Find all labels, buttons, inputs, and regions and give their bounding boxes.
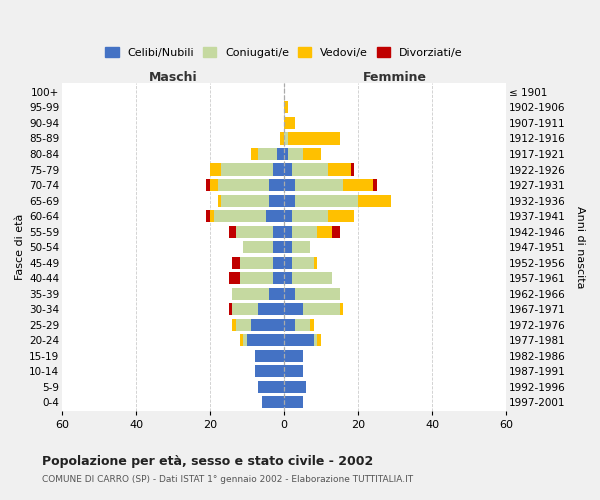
Bar xyxy=(273,256,284,268)
Bar xyxy=(221,164,273,175)
Bar xyxy=(236,318,251,331)
Y-axis label: Fasce di età: Fasce di età xyxy=(15,214,25,280)
Bar xyxy=(292,164,328,175)
Bar xyxy=(284,288,295,300)
Bar xyxy=(232,318,236,331)
Bar xyxy=(284,148,288,160)
Bar xyxy=(262,396,284,408)
Bar xyxy=(288,132,340,144)
Bar xyxy=(269,179,284,191)
Bar xyxy=(284,179,295,191)
Bar xyxy=(236,226,273,237)
Bar xyxy=(292,256,314,268)
Bar xyxy=(284,272,292,284)
Bar xyxy=(284,241,292,253)
Bar xyxy=(218,179,269,191)
Bar xyxy=(210,164,221,175)
Bar xyxy=(229,303,232,316)
Bar xyxy=(273,226,284,237)
Bar xyxy=(273,164,284,175)
Bar xyxy=(210,179,218,191)
Bar xyxy=(240,272,273,284)
Bar xyxy=(284,226,292,237)
Text: COMUNE DI CARRO (SP) - Dati ISTAT 1° gennaio 2002 - Elaborazione TUTTITALIA.IT: COMUNE DI CARRO (SP) - Dati ISTAT 1° gen… xyxy=(42,475,413,484)
Bar xyxy=(229,226,236,237)
Bar xyxy=(284,318,295,331)
Bar xyxy=(273,241,284,253)
Bar xyxy=(328,164,350,175)
Legend: Celibi/Nubili, Coniugati/e, Vedovi/e, Divorziati/e: Celibi/Nubili, Coniugati/e, Vedovi/e, Di… xyxy=(101,43,467,62)
Bar xyxy=(284,102,288,114)
Bar xyxy=(218,194,221,206)
Bar xyxy=(317,334,321,346)
Bar xyxy=(288,148,302,160)
Bar xyxy=(310,318,314,331)
Bar xyxy=(284,194,295,206)
Text: Popolazione per età, sesso e stato civile - 2002: Popolazione per età, sesso e stato civil… xyxy=(42,455,373,468)
Bar xyxy=(284,396,302,408)
Bar xyxy=(258,148,277,160)
Bar xyxy=(284,334,314,346)
Bar xyxy=(247,334,284,346)
Bar xyxy=(373,179,377,191)
Bar xyxy=(214,210,266,222)
Bar xyxy=(284,164,292,175)
Bar xyxy=(206,179,210,191)
Bar xyxy=(240,334,244,346)
Bar xyxy=(251,318,284,331)
Bar xyxy=(295,194,358,206)
Bar xyxy=(314,256,317,268)
Bar xyxy=(302,148,321,160)
Bar xyxy=(284,117,295,129)
Bar xyxy=(292,272,332,284)
Bar xyxy=(258,303,284,316)
Bar xyxy=(317,226,332,237)
Bar xyxy=(302,303,340,316)
Bar xyxy=(254,366,284,378)
Bar xyxy=(295,318,310,331)
Bar xyxy=(244,334,247,346)
Bar xyxy=(292,226,317,237)
Bar xyxy=(284,210,292,222)
Text: Femmine: Femmine xyxy=(363,71,427,84)
Bar xyxy=(210,210,214,222)
Bar xyxy=(277,148,284,160)
Bar xyxy=(332,226,340,237)
Bar xyxy=(232,256,240,268)
Bar xyxy=(269,288,284,300)
Bar xyxy=(232,288,269,300)
Bar xyxy=(295,179,343,191)
Bar xyxy=(284,381,307,393)
Bar xyxy=(206,210,210,222)
Bar xyxy=(358,194,391,206)
Bar xyxy=(284,132,288,144)
Bar xyxy=(280,132,284,144)
Bar xyxy=(284,256,292,268)
Bar xyxy=(292,241,310,253)
Bar xyxy=(292,210,328,222)
Bar xyxy=(269,194,284,206)
Bar xyxy=(254,350,284,362)
Bar xyxy=(240,256,273,268)
Bar xyxy=(284,366,302,378)
Bar xyxy=(244,241,273,253)
Bar xyxy=(258,381,284,393)
Bar xyxy=(266,210,284,222)
Bar xyxy=(295,288,340,300)
Bar xyxy=(314,334,317,346)
Bar xyxy=(221,194,269,206)
Bar xyxy=(350,164,355,175)
Bar xyxy=(343,179,373,191)
Bar xyxy=(229,272,240,284)
Y-axis label: Anni di nascita: Anni di nascita xyxy=(575,206,585,288)
Bar xyxy=(284,350,302,362)
Bar xyxy=(328,210,355,222)
Bar xyxy=(273,272,284,284)
Bar xyxy=(251,148,258,160)
Bar xyxy=(340,303,343,316)
Text: Maschi: Maschi xyxy=(149,71,197,84)
Bar xyxy=(232,303,258,316)
Bar xyxy=(284,303,302,316)
